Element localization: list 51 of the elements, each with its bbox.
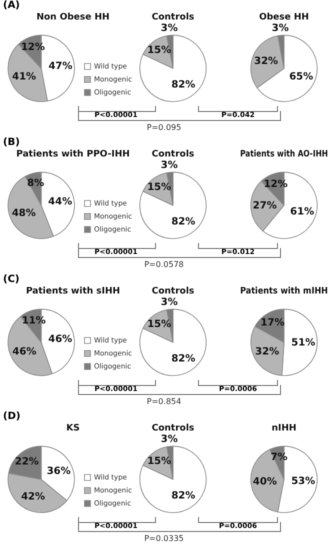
chart-title: Obese HH [259, 12, 309, 23]
data-label: 53% [291, 476, 316, 487]
chart-title: Controls [152, 12, 194, 23]
data-label: 42% [21, 491, 46, 502]
chart-title: Patients with PPO-IHH [16, 150, 130, 160]
data-label: 3% [272, 22, 289, 34]
text: P=0.854 [146, 397, 182, 406]
text: P=0.0335 [144, 534, 184, 543]
data-label: 3% [160, 160, 178, 171]
data-label: 46% [12, 346, 36, 358]
chart-title: KS [66, 424, 80, 434]
data-label: 15% [147, 319, 172, 330]
data-label: 3% [160, 296, 178, 308]
data-label: 82% [171, 490, 196, 502]
chart-title: nIHH [272, 424, 296, 434]
chart-title: Controls [152, 286, 194, 297]
data-label: 41% [12, 72, 36, 83]
data-label: 61% [290, 206, 314, 218]
data-label: 82% [171, 353, 196, 364]
data-label: 40% [252, 476, 277, 488]
data-label: 3% [160, 434, 178, 445]
data-label: 36% [46, 466, 71, 477]
text: (D) [3, 411, 20, 422]
chart-title: Controls [152, 424, 194, 434]
data-label: 15% [147, 182, 172, 194]
text: (A) [3, 0, 20, 11]
data-label: 65% [289, 72, 314, 83]
chart-title: Patients with mIHH [240, 286, 328, 297]
text: (B) [3, 137, 20, 148]
data-label: 17% [260, 318, 284, 329]
data-label: 32% [254, 56, 278, 67]
chart-title: Patients with AO-IHH [240, 148, 328, 159]
text: P=0.0578 [144, 260, 184, 269]
chart-title: Patients with sIHH [26, 286, 120, 297]
text: (C) [3, 274, 20, 285]
data-label: 44% [48, 196, 72, 208]
text: P=0.095 [146, 123, 182, 132]
data-label: 15% [147, 456, 172, 468]
data-label: 46% [48, 334, 72, 345]
data-label: 82% [171, 79, 196, 90]
chart-title: Controls [152, 150, 194, 160]
chart-title: Non Obese HH [36, 12, 110, 23]
data-label: 82% [171, 216, 196, 228]
data-label: 15% [147, 45, 172, 56]
data-label: 22% [14, 456, 39, 468]
data-label: 32% [255, 346, 280, 358]
data-label: 47% [48, 61, 72, 72]
data-label: 51% [291, 338, 316, 349]
data-label: 3% [160, 22, 178, 34]
data-label: 48% [12, 208, 36, 220]
data-label: 27% [252, 200, 277, 212]
